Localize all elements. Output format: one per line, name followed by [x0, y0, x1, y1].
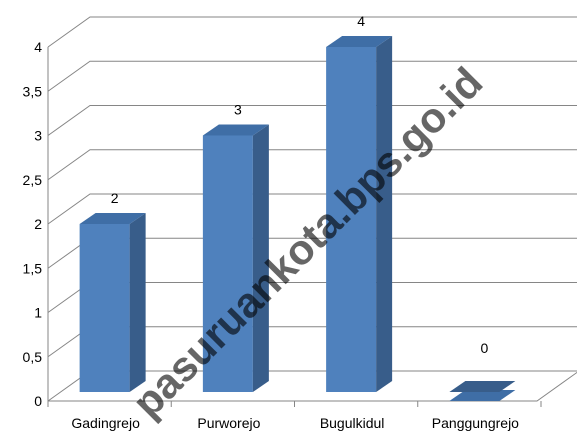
x-axis-categories: Gadingrejo Purworejo Bugulkidul Panggungrej…: [71, 415, 519, 431]
y-tick-label: 3,5: [23, 83, 43, 99]
x-category-label: Gadingrejo: [71, 415, 140, 431]
data-label: 3: [234, 102, 242, 118]
gridline: [47, 105, 577, 136]
bar-side: [376, 36, 393, 392]
bar: [326, 36, 393, 392]
x-category-label: Bugulkidul: [320, 415, 385, 431]
bar: [202, 124, 269, 392]
bar-side: [252, 124, 269, 392]
y-tick-label: 1: [34, 305, 42, 321]
gridlines: [47, 16, 577, 402]
gridline: [47, 193, 577, 225]
data-label: 4: [357, 13, 365, 29]
bar: [79, 213, 146, 392]
x-category-label: Panggungrejo: [432, 415, 519, 431]
data-label: 2: [111, 190, 119, 206]
bars: [79, 36, 516, 401]
bar-top: [449, 390, 516, 401]
data-label: 0: [480, 340, 488, 356]
gridline: [47, 60, 577, 92]
bar-top: [449, 381, 516, 392]
bar-top: [79, 213, 146, 224]
y-tick-label: 1,5: [23, 260, 43, 276]
bar-front: [79, 224, 130, 392]
y-axis-ticks: 0 0,5 1 1,5 2 2,5 3 3,5 4: [23, 39, 43, 409]
gridline: [47, 149, 577, 181]
gridline: [47, 16, 577, 48]
bar-front: [202, 135, 253, 392]
axes: [47, 47, 577, 407]
x-category-label: Purworejo: [197, 415, 260, 431]
bar-top: [202, 124, 269, 136]
bar: [449, 381, 516, 401]
bar-top: [326, 36, 393, 47]
y-tick-label: 2,5: [23, 172, 43, 188]
y-tick-label: 3: [34, 128, 42, 144]
y-tick-label: 0: [34, 393, 42, 409]
y-tick-label: 2: [34, 216, 42, 232]
bar-side: [129, 213, 146, 392]
y-tick-label: 4: [34, 39, 42, 55]
data-labels: 2 3 4 0: [111, 13, 489, 356]
y-tick-label: 0,5: [23, 349, 43, 365]
bar-front: [326, 47, 377, 392]
floor-edge: [48, 371, 577, 402]
